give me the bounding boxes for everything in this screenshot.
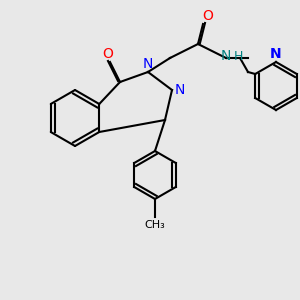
Text: N: N xyxy=(221,49,231,63)
Text: CH₃: CH₃ xyxy=(145,220,165,230)
Text: N: N xyxy=(143,57,153,71)
Text: O: O xyxy=(103,47,113,61)
Text: N: N xyxy=(270,47,282,61)
Text: N: N xyxy=(175,83,185,97)
Text: O: O xyxy=(202,9,213,23)
Text: H: H xyxy=(234,50,243,62)
